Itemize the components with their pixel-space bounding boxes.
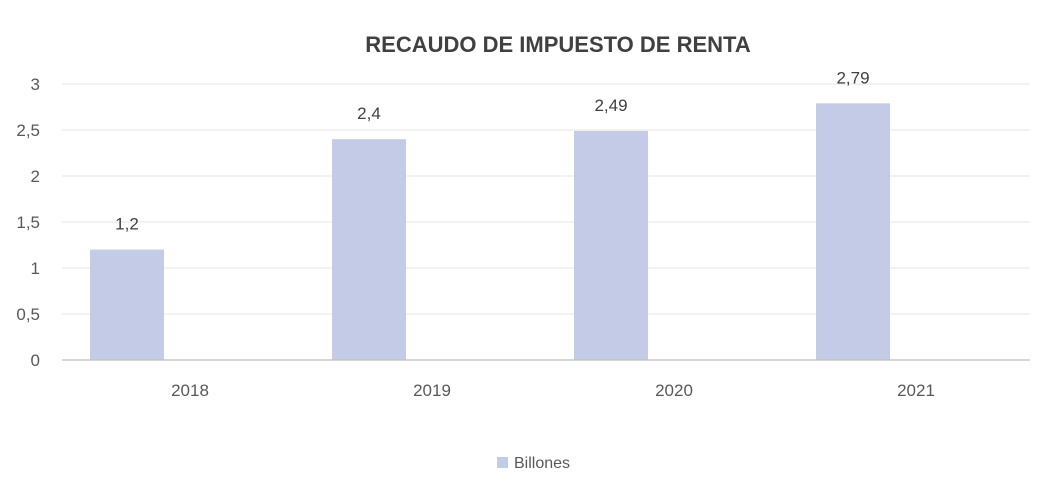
x-axis-tick-labels: 2018 2019 2020 2021: [171, 381, 935, 400]
bar-2019: [332, 139, 406, 360]
legend: Billones: [497, 455, 570, 472]
y-tick-label: 2,5: [16, 121, 40, 140]
x-tick-label-2021: 2021: [897, 381, 935, 400]
x-tick-label-2019: 2019: [413, 381, 451, 400]
x-tick-label-2020: 2020: [655, 381, 693, 400]
chart-title: RECAUDO DE IMPUESTO DE RENTA: [365, 32, 751, 57]
data-label-2018: 1,2: [115, 215, 139, 234]
y-tick-label: 0: [31, 351, 40, 370]
x-tick-label-2018: 2018: [171, 381, 209, 400]
y-tick-label: 3: [31, 75, 40, 94]
data-label-2021: 2,79: [836, 68, 869, 87]
bar-2020: [574, 130, 648, 360]
y-tick-label: 1: [31, 259, 40, 278]
y-tick-label: 2: [31, 167, 40, 186]
data-labels: 1,2 2,4 2,49 2,79: [115, 68, 869, 233]
y-axis-tick-labels: 0 0,5 1 1,5 2 2,5 3: [16, 75, 40, 370]
legend-swatch: [497, 457, 508, 468]
y-tick-label: 1,5: [16, 213, 40, 232]
y-tick-label: 0,5: [16, 305, 40, 324]
bar-2018: [90, 249, 164, 360]
legend-label-billones: Billones: [514, 455, 570, 472]
data-label-2019: 2,4: [357, 104, 381, 123]
data-label-2020: 2,49: [594, 96, 627, 115]
bar-2021: [816, 103, 890, 360]
bars: [90, 103, 890, 360]
